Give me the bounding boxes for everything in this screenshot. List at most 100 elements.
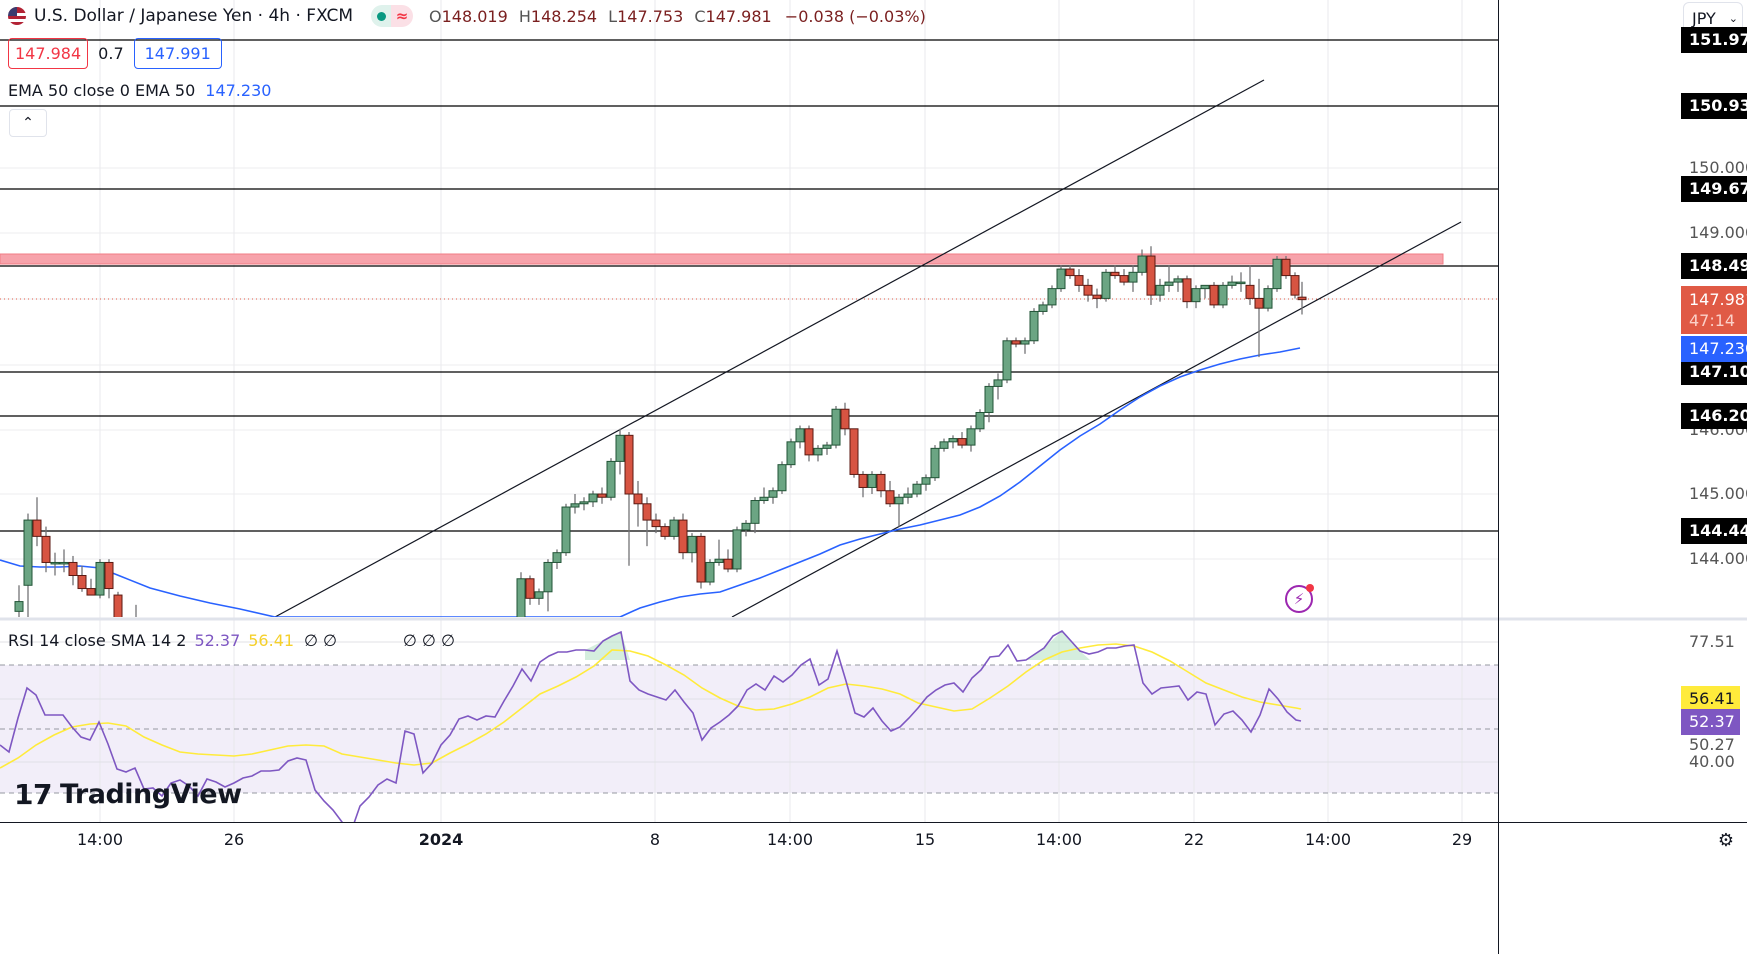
candle-down xyxy=(642,503,652,521)
tradingview-logo-text: TradingView xyxy=(59,779,242,810)
collapse-legend-button[interactable]: ⌃ xyxy=(9,109,47,137)
time-tick-label: 14:00 xyxy=(1035,830,1083,849)
candle-up xyxy=(939,441,949,449)
candle-up xyxy=(1155,284,1165,296)
candle-down xyxy=(840,408,850,430)
candle-up xyxy=(543,561,553,593)
time-tick-label: 14:00 xyxy=(766,830,814,849)
rsi-legend[interactable]: RSI 14 close SMA 14 2 52.37 56.41 ∅ ∅ ∅ … xyxy=(8,629,455,651)
currency-value: JPY xyxy=(1692,8,1716,28)
candle-down xyxy=(525,578,535,599)
candle-up xyxy=(1173,278,1183,283)
price-tick-label: 144.000 xyxy=(1689,549,1747,568)
time-tick-label: 29 xyxy=(1451,830,1473,849)
resistance-zone xyxy=(0,253,1444,265)
high-value: 148.254 xyxy=(530,6,598,26)
candle-down xyxy=(41,535,51,563)
candle-up xyxy=(1020,340,1030,345)
candle-down xyxy=(633,493,643,505)
candle-down xyxy=(1065,268,1075,277)
candle-down xyxy=(68,561,78,577)
candle-up xyxy=(759,496,769,502)
price-pane xyxy=(0,79,1462,617)
close-value: 147.981 xyxy=(705,6,772,26)
tradingview-logo-icon: 17 xyxy=(14,778,52,811)
channel-lower-trendline xyxy=(731,221,1462,617)
candle-down xyxy=(1119,275,1129,283)
ema-legend-value: 147.230 xyxy=(205,80,272,100)
candle-down xyxy=(1182,278,1192,303)
candle-down xyxy=(1290,275,1300,296)
candle-up xyxy=(930,447,940,479)
time-tick-label: 26 xyxy=(223,830,245,849)
price-tick-label: 149.000 xyxy=(1689,223,1747,242)
candle-up xyxy=(1164,281,1174,286)
candle-up xyxy=(1200,284,1210,290)
rsi-tick-label: 77.51 xyxy=(1689,632,1735,651)
us-flag-icon xyxy=(8,7,26,25)
candle-up xyxy=(59,561,69,565)
candle-up xyxy=(768,490,778,498)
candle-up xyxy=(1191,288,1201,303)
candle-down xyxy=(876,473,886,492)
candle-down xyxy=(651,519,661,528)
horizontal-level-price-tag: 147.100 xyxy=(1681,359,1747,385)
candle-up xyxy=(795,428,805,443)
rsi-na-values-2: ∅ ∅ ∅ xyxy=(403,630,456,650)
horizontal-level-price-tag: 151.970 xyxy=(1681,27,1747,53)
ema-legend[interactable]: EMA 50 close 0 EMA 50 147.230 xyxy=(8,79,271,101)
candle-up xyxy=(669,519,679,537)
sell-price-button[interactable]: 147.984 xyxy=(8,37,89,69)
rsi-sma-legend-value: 56.41 xyxy=(248,630,295,650)
candle-down xyxy=(1110,271,1120,277)
candle-up xyxy=(993,379,1003,387)
candle-down xyxy=(1297,296,1307,301)
candle-up xyxy=(561,506,571,554)
time-tick-label: 14:00 xyxy=(76,830,124,849)
last-price-value: 147.981 xyxy=(1689,290,1747,309)
spread-value: 0.7 xyxy=(98,43,124,63)
symbol-legend: U.S. Dollar / Japanese Yen · 4h · FXCM ≈… xyxy=(8,4,926,28)
price-tick-label: 150.000 xyxy=(1689,158,1747,177)
candle-down xyxy=(678,519,688,554)
candle-up xyxy=(813,447,823,456)
candle-up xyxy=(615,434,625,462)
flash-alert-icon[interactable]: ⚡ xyxy=(1285,584,1314,613)
change-value: −0.038 (−0.03%) xyxy=(784,6,926,26)
delayed-data-wave-icon: ≈ xyxy=(391,5,414,27)
candle-up xyxy=(705,561,715,583)
time-tick-label: 8 xyxy=(649,830,661,849)
ema-price-tag: 147.230 xyxy=(1681,336,1747,362)
candle-down xyxy=(597,493,607,498)
candle-up xyxy=(903,493,913,498)
low-value: 147.753 xyxy=(617,6,684,26)
candle-up xyxy=(867,473,877,488)
rsi-tick-label: 50.27 xyxy=(1689,735,1735,754)
gear-icon: ⚙ xyxy=(1717,829,1735,851)
rsi-pane xyxy=(0,618,1498,854)
horizontal-level-price-tag: 146.204 xyxy=(1681,403,1747,429)
candle-up xyxy=(1236,281,1246,285)
candle-up xyxy=(1128,271,1138,283)
candle-down xyxy=(624,434,634,495)
tradingview-logo[interactable]: 17 TradingView xyxy=(14,778,242,811)
symbol-title[interactable]: U.S. Dollar / Japanese Yen · 4h · FXCM xyxy=(34,6,354,26)
horizontal-level-price-tag: 148.499 xyxy=(1681,253,1747,279)
candle-up xyxy=(579,501,589,505)
candle-down xyxy=(1146,255,1156,296)
candle-up xyxy=(822,444,832,449)
candle-up xyxy=(95,561,105,596)
buy-price-button[interactable]: 147.991 xyxy=(133,37,222,69)
market-status-pill[interactable]: ≈ xyxy=(371,5,414,27)
candle-down xyxy=(104,561,114,590)
candle-up xyxy=(975,412,985,430)
rsi-overbought-fill xyxy=(585,632,630,660)
candle-down xyxy=(696,535,706,583)
candle-down xyxy=(957,438,967,446)
candle-up xyxy=(516,578,526,617)
candle-up xyxy=(687,535,697,554)
candle-down xyxy=(849,428,859,475)
chart-settings-button[interactable]: ⚙ xyxy=(1713,827,1739,853)
candle-down xyxy=(1011,340,1021,345)
